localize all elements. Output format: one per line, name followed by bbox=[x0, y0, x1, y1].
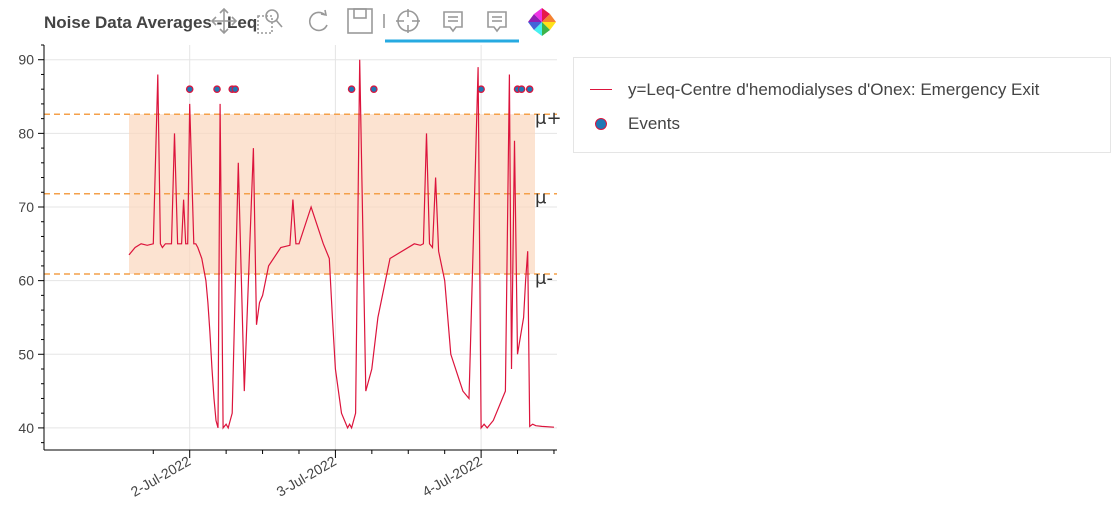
y-tick-label: 60 bbox=[18, 273, 34, 289]
bokeh-logo-icon[interactable] bbox=[528, 8, 556, 36]
plot-area[interactable]: μ+ μ μ- 40 50 60 70 80 90 2-Jul-2022 3-Jul-2022 4-J… bbox=[18, 44, 562, 500]
x-tick-label: 3-Jul-2022 bbox=[274, 453, 339, 500]
chart-title: Noise Data Averages - Leq bbox=[44, 13, 257, 32]
legend-label-leq: y=Leq-Centre d'hemodialyses d'Onex: Emer… bbox=[628, 80, 1040, 99]
y-tick-label: 90 bbox=[18, 52, 34, 68]
event-point[interactable] bbox=[517, 85, 526, 93]
legend-item-events[interactable]: Events bbox=[590, 112, 680, 136]
chart-svg: Noise Data Averages - Leq bbox=[18, 7, 562, 500]
event-point[interactable] bbox=[477, 85, 485, 93]
box-zoom-tool-icon[interactable] bbox=[257, 9, 283, 34]
x-tick-label: 4-Jul-2022 bbox=[419, 453, 484, 500]
hover-tool-icon-2[interactable] bbox=[487, 11, 507, 33]
y-tick-label: 70 bbox=[18, 199, 34, 215]
crosshair-tool-icon[interactable] bbox=[396, 9, 420, 33]
legend-item-leq[interactable]: y=Leq-Centre d'hemodialyses d'Onex: Emer… bbox=[590, 78, 1039, 102]
legend-label-events: Events bbox=[628, 114, 680, 133]
event-point[interactable] bbox=[347, 85, 356, 93]
save-tool-icon[interactable] bbox=[347, 8, 373, 34]
event-point[interactable] bbox=[231, 85, 240, 93]
pan-tool-icon[interactable] bbox=[210, 7, 238, 35]
legend: y=Leq-Centre d'hemodialyses d'Onex: Emer… bbox=[573, 57, 1111, 153]
event-point[interactable] bbox=[185, 85, 194, 93]
hover-tool-icon[interactable] bbox=[443, 11, 463, 33]
event-point[interactable] bbox=[213, 85, 221, 93]
y-tick-label: 40 bbox=[18, 420, 34, 436]
leq-series-line[interactable] bbox=[128, 59, 555, 430]
y-tick-label: 50 bbox=[18, 346, 34, 362]
legend-line-swatch bbox=[590, 80, 612, 100]
stat-label-upper: μ+ bbox=[535, 108, 562, 129]
event-point[interactable] bbox=[525, 85, 534, 93]
stat-label-lower: μ- bbox=[535, 268, 553, 289]
event-point[interactable] bbox=[370, 85, 378, 93]
legend-dot-swatch bbox=[590, 114, 612, 134]
reset-tool-icon[interactable] bbox=[308, 9, 328, 32]
y-tick-label: 80 bbox=[18, 125, 34, 141]
stat-label-mean: μ bbox=[535, 188, 547, 209]
x-tick-label: 2-Jul-2022 bbox=[128, 453, 193, 500]
toolbar bbox=[210, 7, 507, 35]
